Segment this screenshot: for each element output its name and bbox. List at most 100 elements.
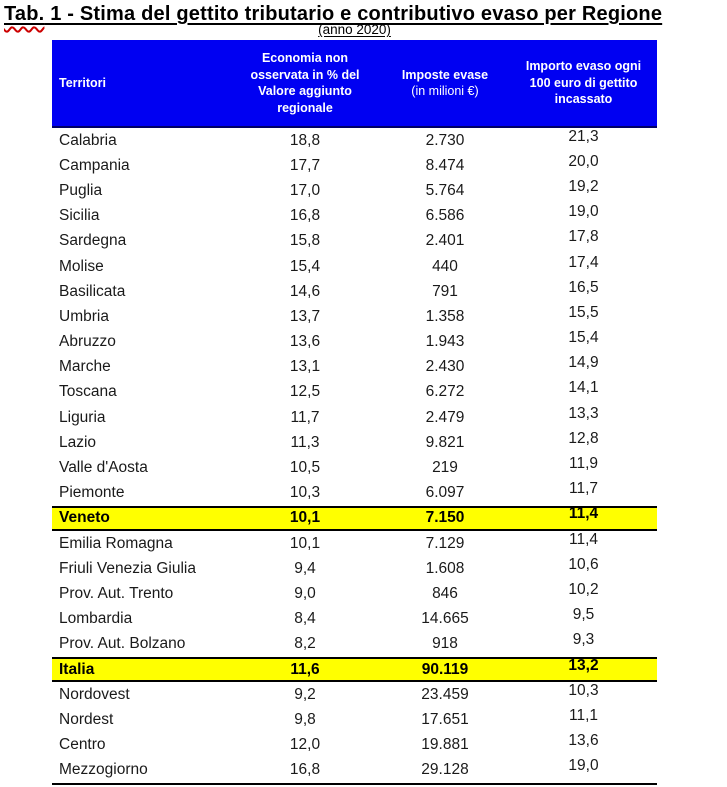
territorio-cell: Basilicata	[59, 282, 126, 300]
imposte-cell: 8.474	[425, 156, 465, 174]
imposte-cell: 7.150	[425, 509, 465, 527]
territorio-cell: Valle d'Aosta	[59, 459, 148, 477]
importo-cell: 16,5	[568, 278, 599, 296]
imposte-cell: 23.459	[421, 685, 469, 703]
economia-cell: 9,0	[294, 584, 316, 602]
imposte-cell: 791	[432, 282, 458, 300]
imposte-cell: 1.358	[425, 307, 465, 325]
importo-cell: 9,5	[572, 606, 595, 624]
table-row: Marche 13,1 2.430 14,9	[52, 354, 657, 380]
importo-cell: 15,5	[568, 303, 599, 321]
table-row: Calabria 18,8 2.730 21,3	[52, 128, 657, 153]
table-row-highlighted: Italia 11,6 90.119 13,2	[52, 657, 657, 683]
importo-cell: 14,9	[568, 354, 599, 372]
territorio-cell: Veneto	[59, 509, 110, 527]
territorio-cell: Mezzogiorno	[59, 761, 148, 779]
territorio-cell: Liguria	[59, 408, 106, 426]
economia-cell: 16,8	[289, 761, 321, 779]
imposte-cell: 17.651	[421, 710, 469, 728]
importo-cell: 15,4	[568, 329, 599, 347]
table-row: Campania 17,7 8.474 20,0	[52, 153, 657, 178]
imposte-cell: 5.764	[425, 181, 465, 199]
table-row: Nordovest 9,2 23.459 10,3	[52, 682, 657, 707]
imposte-cell: 1.608	[425, 559, 465, 577]
territorio-cell: Campania	[59, 156, 130, 174]
economia-cell: 9,8	[294, 710, 316, 728]
importo-cell: 13,6	[568, 732, 599, 750]
imposte-cell: 2.430	[425, 358, 465, 376]
importo-cell: 20,0	[568, 152, 599, 170]
imposte-cell: 219	[432, 459, 458, 477]
imposte-cell: 440	[432, 257, 458, 275]
imposte-cell: 6.586	[425, 207, 465, 225]
territorio-cell: Prov. Aut. Trento	[59, 584, 174, 602]
importo-cell: 12,8	[568, 429, 599, 447]
economia-cell: 12,0	[289, 736, 321, 754]
importo-cell: 11,9	[568, 455, 599, 473]
importo-cell: 13,3	[568, 404, 599, 422]
economia-cell: 10,3	[289, 484, 321, 502]
table-row: Friuli Venezia Giulia 9,4 1.608 10,6	[52, 556, 657, 581]
territorio-cell: Umbria	[59, 307, 109, 325]
table-row: Piemonte 10,3 6.097 11,7	[52, 480, 657, 506]
title-misspelled-word: Tab.	[4, 3, 45, 25]
imposte-cell: 918	[432, 635, 458, 653]
column-header-economia-non-osservata: Economia non osservata in % del Valore a…	[250, 51, 360, 115]
importo-cell: 19,0	[568, 203, 599, 221]
territorio-cell: Abruzzo	[59, 333, 116, 351]
economia-cell: 10,5	[289, 459, 321, 477]
table-row: Sicilia 16,8 6.586 19,0	[52, 203, 657, 229]
imposte-cell: 6.097	[425, 484, 465, 502]
territorio-cell: Toscana	[59, 383, 117, 401]
importo-cell: 11,7	[568, 480, 599, 498]
economia-cell: 8,2	[294, 635, 316, 653]
importo-cell: 19,0	[568, 757, 599, 775]
importo-cell: 9,3	[572, 631, 595, 649]
territorio-cell: Friuli Venezia Giulia	[59, 559, 196, 577]
table-row: Umbria 13,7 1.358 15,5	[52, 304, 657, 329]
table-body: Calabria 18,8 2.730 21,3 Campania 17,7 8.474 20…	[52, 128, 657, 785]
economia-cell: 11,7	[290, 408, 320, 426]
table-row: Emilia Romagna 10,1 7.129 11,4	[52, 531, 657, 556]
table-row: Basilicata 14,6 791 16,5	[52, 279, 657, 304]
importo-cell: 11,1	[568, 706, 599, 724]
column-header-imposte-evase-label: Imposte evase	[401, 67, 489, 82]
imposte-cell: 2.401	[425, 232, 465, 250]
territorio-cell: Prov. Aut. Bolzano	[59, 635, 186, 653]
imposte-cell: 14.665	[421, 610, 469, 628]
imposte-cell: 846	[432, 584, 458, 602]
territorio-cell: Piemonte	[59, 484, 125, 502]
territorio-cell: Italia	[59, 660, 95, 678]
importo-cell: 11,4	[568, 505, 599, 523]
importo-cell: 19,2	[568, 177, 599, 195]
imposte-cell: 19.881	[421, 736, 469, 754]
table-row: Puglia 17,0 5.764 19,2	[52, 178, 657, 203]
imposte-cell: 29.128	[421, 761, 469, 779]
data-table: Territori Economia non osservata in % de…	[52, 40, 657, 785]
table-row: Sardegna 15,8 2.401 17,8	[52, 228, 657, 254]
table-subtitle: (anno 2020)	[318, 22, 391, 37]
column-header-imposte-evase-unit: (in milioni €)	[411, 84, 479, 98]
imposte-cell: 90.119	[421, 660, 469, 678]
economia-cell: 10,1	[289, 509, 321, 527]
imposte-cell: 1.943	[425, 333, 465, 351]
importo-cell: 10,6	[568, 555, 599, 573]
importo-cell: 21,3	[568, 127, 599, 145]
imposte-cell: 7.129	[425, 534, 465, 552]
imposte-cell: 2.479	[425, 408, 465, 426]
table-row: Lazio 11,3 9.821 12,8	[52, 430, 657, 455]
table-row: Mezzogiorno 16,8 29.128 19,0	[52, 757, 657, 783]
territorio-cell: Sicilia	[59, 207, 100, 225]
importo-cell: 17,4	[568, 253, 599, 271]
territorio-cell: Centro	[59, 736, 106, 754]
table-row: Liguria 11,7 2.479 13,3	[52, 405, 657, 430]
importo-cell: 11,4	[568, 530, 599, 548]
territorio-cell: Nordovest	[59, 685, 130, 703]
economia-cell: 13,1	[289, 358, 321, 376]
importo-cell: 10,3	[568, 681, 599, 699]
economia-cell: 14,6	[289, 282, 321, 300]
importo-cell: 14,1	[568, 379, 599, 397]
table-header-row: Territori Economia non osservata in % de…	[52, 40, 657, 128]
title-text: 1 - Stima del gettito tributario e contr…	[44, 3, 663, 25]
table-row: Centro 12,0 19.881 13,6	[52, 732, 657, 758]
